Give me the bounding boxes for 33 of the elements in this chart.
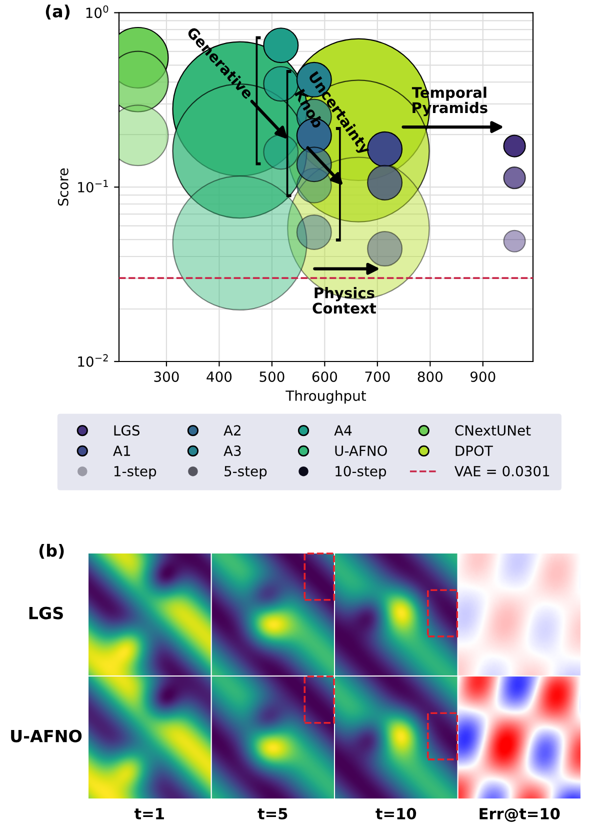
x-tick-label: 400 [206,371,232,382]
x-tick-label: 500 [260,371,284,382]
legend-label: LGS [114,425,140,436]
category-label: t=5 [258,808,288,820]
legend-label: A4 [334,425,352,436]
category-label: U-AFNO [11,730,82,742]
legend-label: A1 [113,446,130,456]
category-label: Err@t=10 [480,808,560,822]
legend-label: VAE = 0.0301 [454,466,550,476]
y-axis-title: Score [58,168,68,206]
chart-title: (a) [46,4,70,20]
x-tick-label: 800 [418,371,442,382]
y-tick-label: 10$^{0}$ [86,5,108,18]
legend-label: 10-step [336,466,386,480]
y-tick-label: 10$^{−2}$ [78,354,108,367]
legend-label: 1-step [114,466,156,480]
x-tick-label: 700 [365,371,390,382]
x-axis-title: Throughput [286,390,366,404]
x-tick-label: 300 [154,371,179,382]
legend-label: CNextUNet [455,425,531,436]
x-tick-label: 900 [470,371,496,382]
legend-label: A3 [224,446,241,456]
category-label: t=1 [134,808,164,820]
y-tick-label: 10$^{−1}$ [78,180,108,192]
legend-label: 5-step [224,466,267,480]
text: (b) [39,544,64,559]
legend-label: U-AFNO [335,446,387,456]
annotation: Physics Context [312,287,376,314]
legend-label: A2 [224,425,240,436]
legend-label: DPOT [456,446,493,456]
category-label: t=10 [376,808,416,820]
category-label: LGS [29,606,63,620]
x-tick-label: 600 [312,371,338,382]
